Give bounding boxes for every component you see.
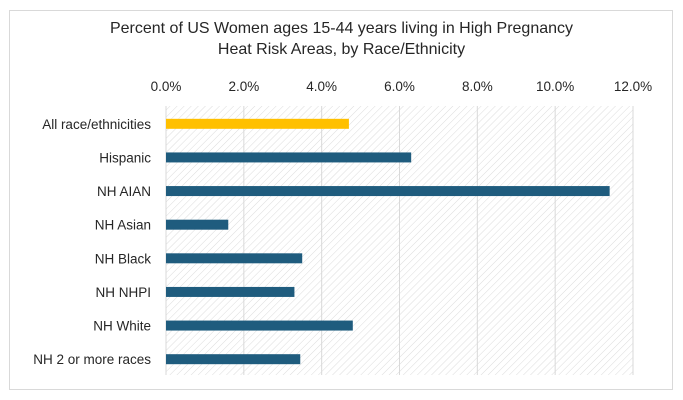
category-label: Hispanic [99,150,151,165]
category-label: NH AIAN [97,184,151,199]
bar [166,152,412,163]
x-axis-tick-labels: 0.0% 2.0% 4.0% 6.0% 8.0% 10.0% 12.0% [151,79,653,94]
bar [166,286,295,297]
x-tick-label: 10.0% [536,79,574,94]
category-labels: All race/ethnicities Hispanic NH AIAN NH As… [33,117,151,367]
chart-title: Percent of US Women ages 15-44 years liv… [0,18,683,60]
bar [166,354,301,365]
bar [166,186,610,197]
bar [166,219,229,230]
category-label: NH 2 or more races [33,352,151,367]
category-label: All race/ethnicities [42,117,151,132]
x-tick-label: 6.0% [384,79,415,94]
x-tick-label: 2.0% [228,79,259,94]
x-tick-label: 4.0% [306,79,337,94]
bar [166,253,303,264]
x-tick-label: 0.0% [151,79,182,94]
chart-title-line-2: Heat Risk Areas, by Race/Ethnicity [217,41,466,58]
category-label: NH White [93,319,151,334]
bars [166,118,610,365]
category-label: NH Black [95,251,152,266]
bar [166,320,353,331]
x-tick-label: 8.0% [462,79,493,94]
x-tick-label: 12.0% [614,79,652,94]
bar [166,118,349,129]
chart-title-line-1: Percent of US Women ages 15-44 years liv… [109,20,574,37]
category-label: NH Asian [95,218,151,233]
category-label: NH NHPI [95,285,151,300]
